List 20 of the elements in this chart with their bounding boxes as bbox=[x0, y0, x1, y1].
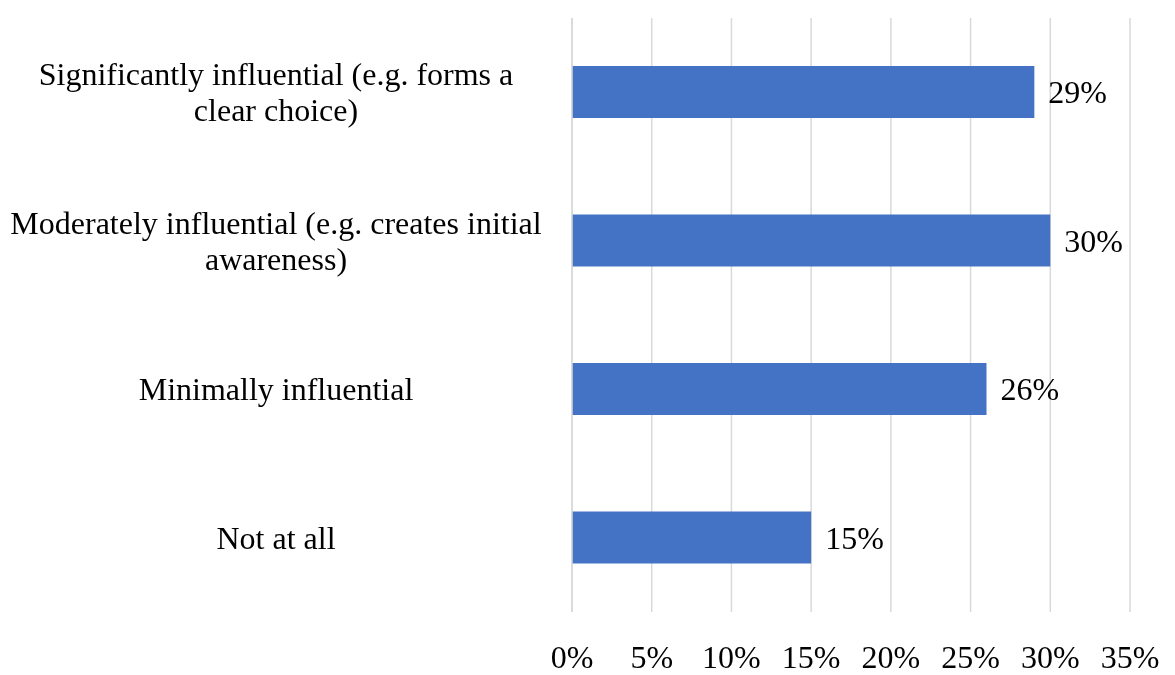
x-tick-label: 5% bbox=[630, 639, 674, 675]
y-tick-label: Significantly influential (e.g. forms a clear choice) bbox=[38, 56, 514, 129]
data-label: 30% bbox=[1064, 222, 1123, 259]
x-tick-label: 10% bbox=[702, 639, 761, 675]
y-tick-label: Moderately influential (e.g. creates initial awareness) bbox=[10, 204, 542, 277]
bar bbox=[572, 511, 812, 564]
bar bbox=[572, 66, 1035, 118]
data-label: 26% bbox=[1000, 371, 1060, 408]
x-tick-label: 20% bbox=[861, 639, 921, 675]
bar bbox=[572, 363, 987, 415]
data-label: 15% bbox=[825, 519, 884, 556]
y-tick-label: Minimally influential bbox=[138, 371, 414, 408]
x-tick-label: 25% bbox=[941, 639, 1000, 675]
x-tick-label: 0% bbox=[550, 639, 594, 675]
y-tick-label: Not at all bbox=[216, 519, 336, 556]
x-tick-label: 15% bbox=[781, 639, 841, 675]
data-label: 29% bbox=[1048, 74, 1107, 111]
bar bbox=[572, 214, 1051, 267]
x-tick-label: 30% bbox=[1020, 639, 1080, 675]
x-tick-label: 35% bbox=[1100, 639, 1160, 675]
